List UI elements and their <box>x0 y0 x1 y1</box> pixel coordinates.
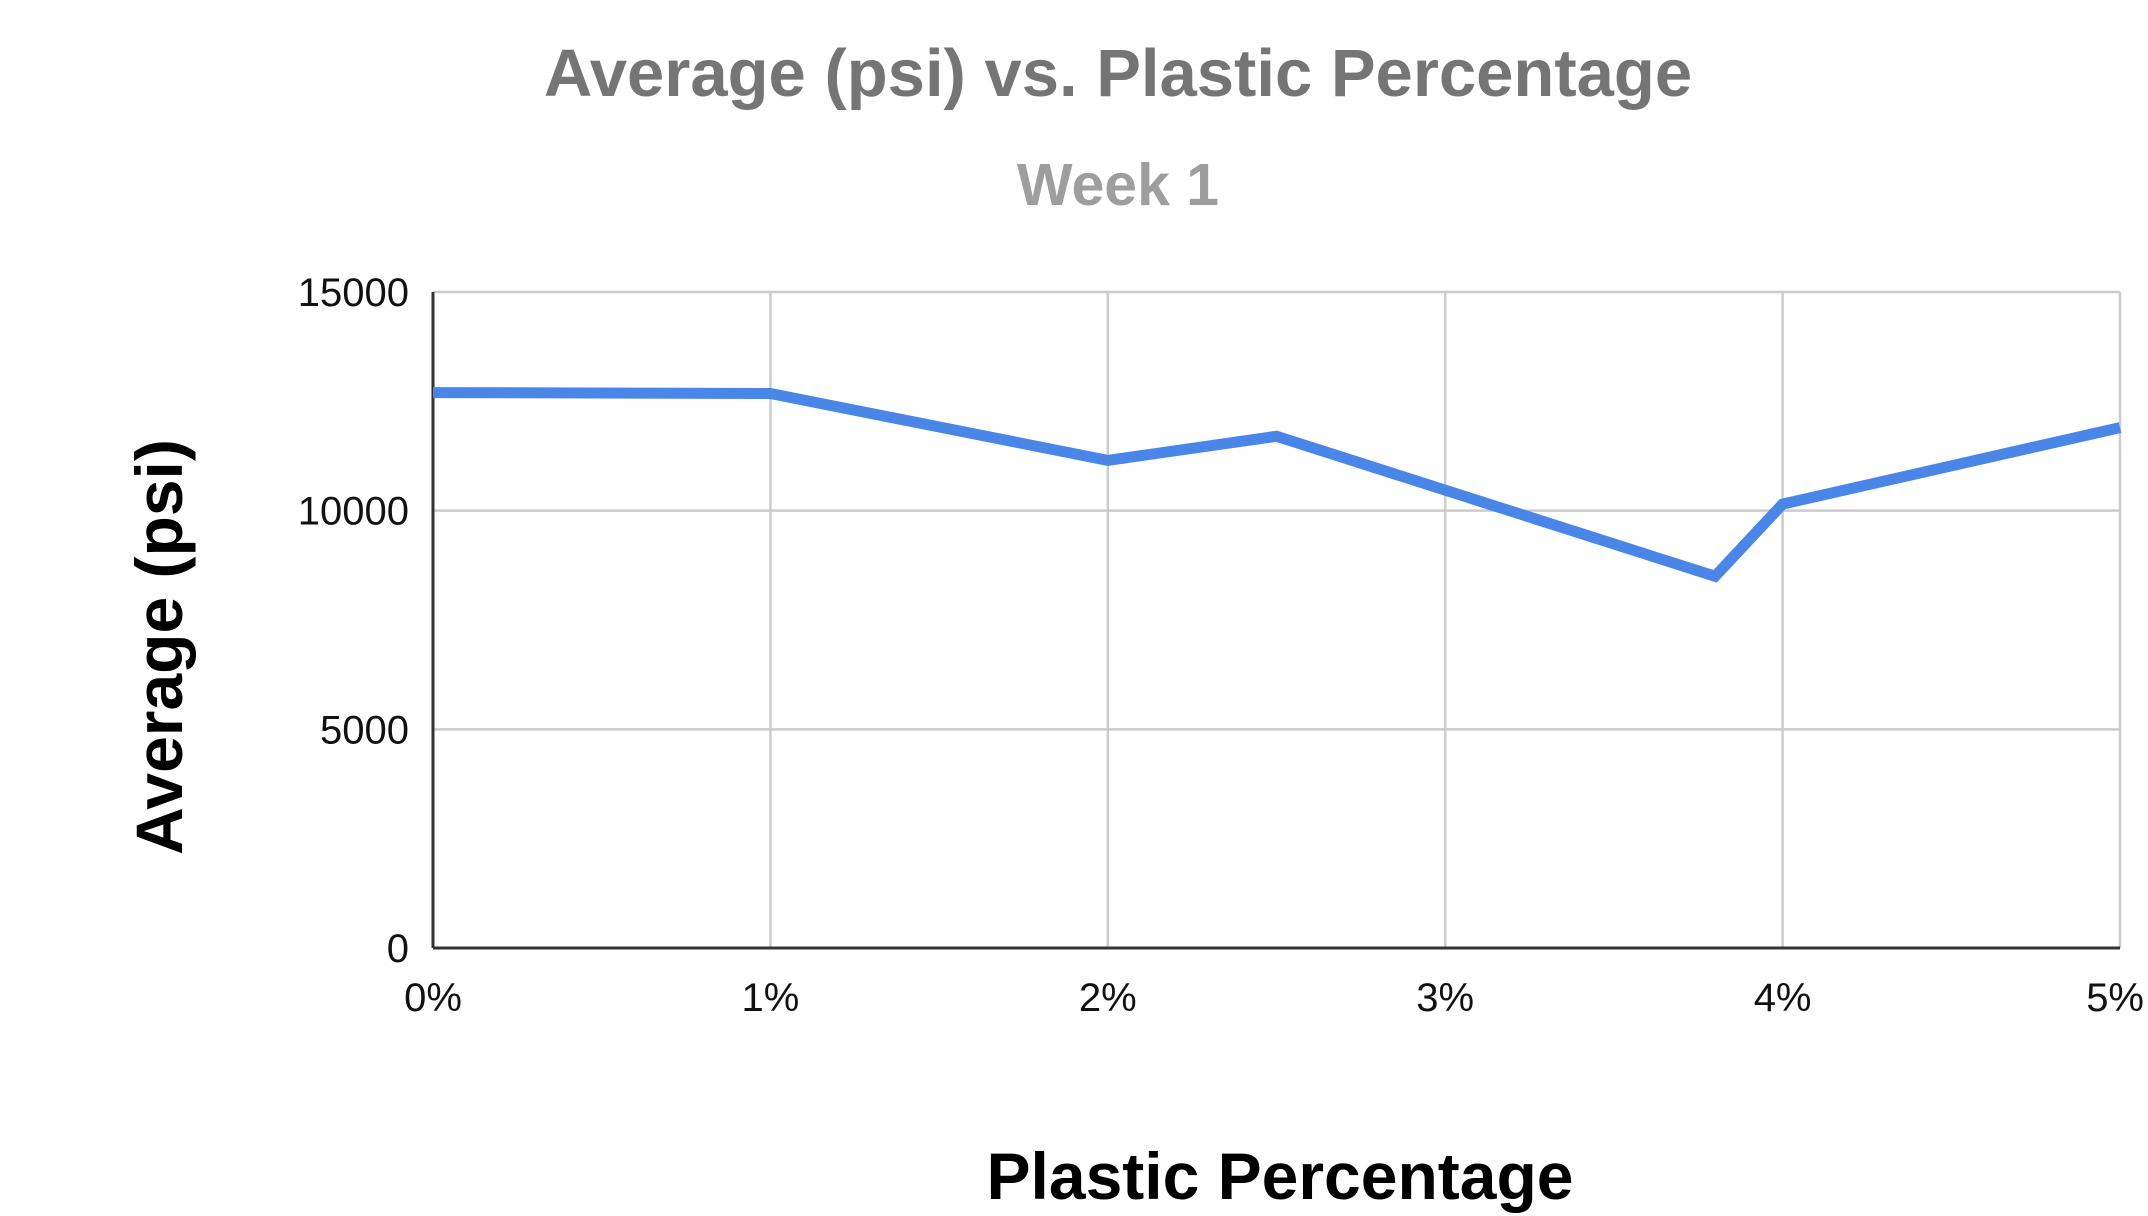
series <box>432 387 2122 583</box>
y-tick-label: 0 <box>387 927 409 971</box>
series-line <box>432 387 2122 583</box>
x-tick-label: 5% <box>2086 976 2144 1020</box>
x-tick-label: 4% <box>1754 976 1812 1020</box>
x-tick-label: 0% <box>404 976 462 1020</box>
y-tick-labels: 0 5000 10000 15000 <box>298 271 409 971</box>
y-tick-label: 10000 <box>298 490 409 534</box>
x-tick-labels: 0% 1% 2% 3% 4% 5% <box>404 976 2144 1020</box>
y-axis-title: Average (psi) <box>122 439 196 855</box>
x-tick-label: 1% <box>741 976 799 1020</box>
x-tick-label: 2% <box>1079 976 1137 1020</box>
axes <box>431 292 2120 950</box>
x-tick-label: 3% <box>1416 976 1474 1020</box>
y-tick-label: 5000 <box>320 708 409 752</box>
x-axis-title: Plastic Percentage <box>987 1139 1574 1213</box>
chart-subtitle: Week 1 <box>1017 152 1219 218</box>
y-tick-label: 15000 <box>298 271 409 315</box>
gridlines <box>433 290 2122 948</box>
chart-title: Average (psi) vs. Plastic Percentage <box>544 36 1692 111</box>
